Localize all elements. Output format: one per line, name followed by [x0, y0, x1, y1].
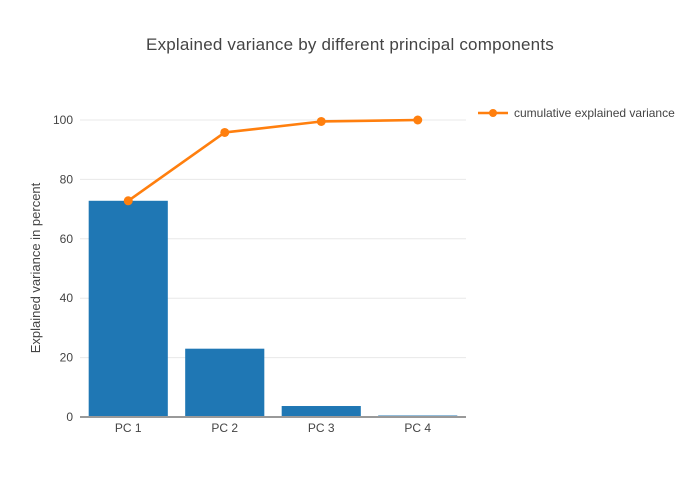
y-tick-label-80: 80: [60, 172, 74, 186]
legend-item-cumulative-explained-variance[interactable]: cumulative explained variance: [477, 106, 675, 120]
chart-title: Explained variance by different principa…: [146, 35, 554, 54]
x-tick-label-pc-1: PC 1: [115, 421, 142, 435]
y-tick-label-40: 40: [60, 291, 74, 305]
y-tick-label-100: 100: [53, 113, 73, 127]
cumulative-line: [126, 118, 420, 203]
marker-pc-4[interactable]: [413, 115, 423, 125]
marker-pc-3[interactable]: [316, 116, 326, 126]
legend-item-label: cumulative explained variance: [514, 106, 675, 120]
y-axis-title: Explained variance in percent: [28, 182, 43, 353]
x-tick-label-pc-4: PC 4: [404, 421, 431, 435]
y-axis-tick-labels: 0 20 40 60 80 100: [53, 113, 73, 424]
bar-pc-1[interactable]: [88, 200, 168, 417]
bar-pc-3[interactable]: [281, 406, 361, 417]
legend-line-marker-icon: [478, 109, 508, 117]
y-tick-label-60: 60: [60, 232, 74, 246]
x-axis-tick-labels: PC 1 PC 2 PC 3 PC 4: [115, 421, 432, 435]
x-tick-label-pc-2: PC 2: [211, 421, 238, 435]
x-tick-label-pc-3: PC 3: [308, 421, 335, 435]
marker-pc-2[interactable]: [220, 127, 230, 137]
marker-pc-1[interactable]: [123, 196, 133, 206]
y-tick-label-0: 0: [66, 410, 73, 424]
y-tick-label-20: 20: [60, 351, 74, 365]
legend: cumulative explained variance: [477, 106, 675, 120]
bar-pc-2[interactable]: [185, 348, 265, 417]
bar-series: [88, 200, 458, 417]
cumulative-line-series: [123, 115, 423, 206]
